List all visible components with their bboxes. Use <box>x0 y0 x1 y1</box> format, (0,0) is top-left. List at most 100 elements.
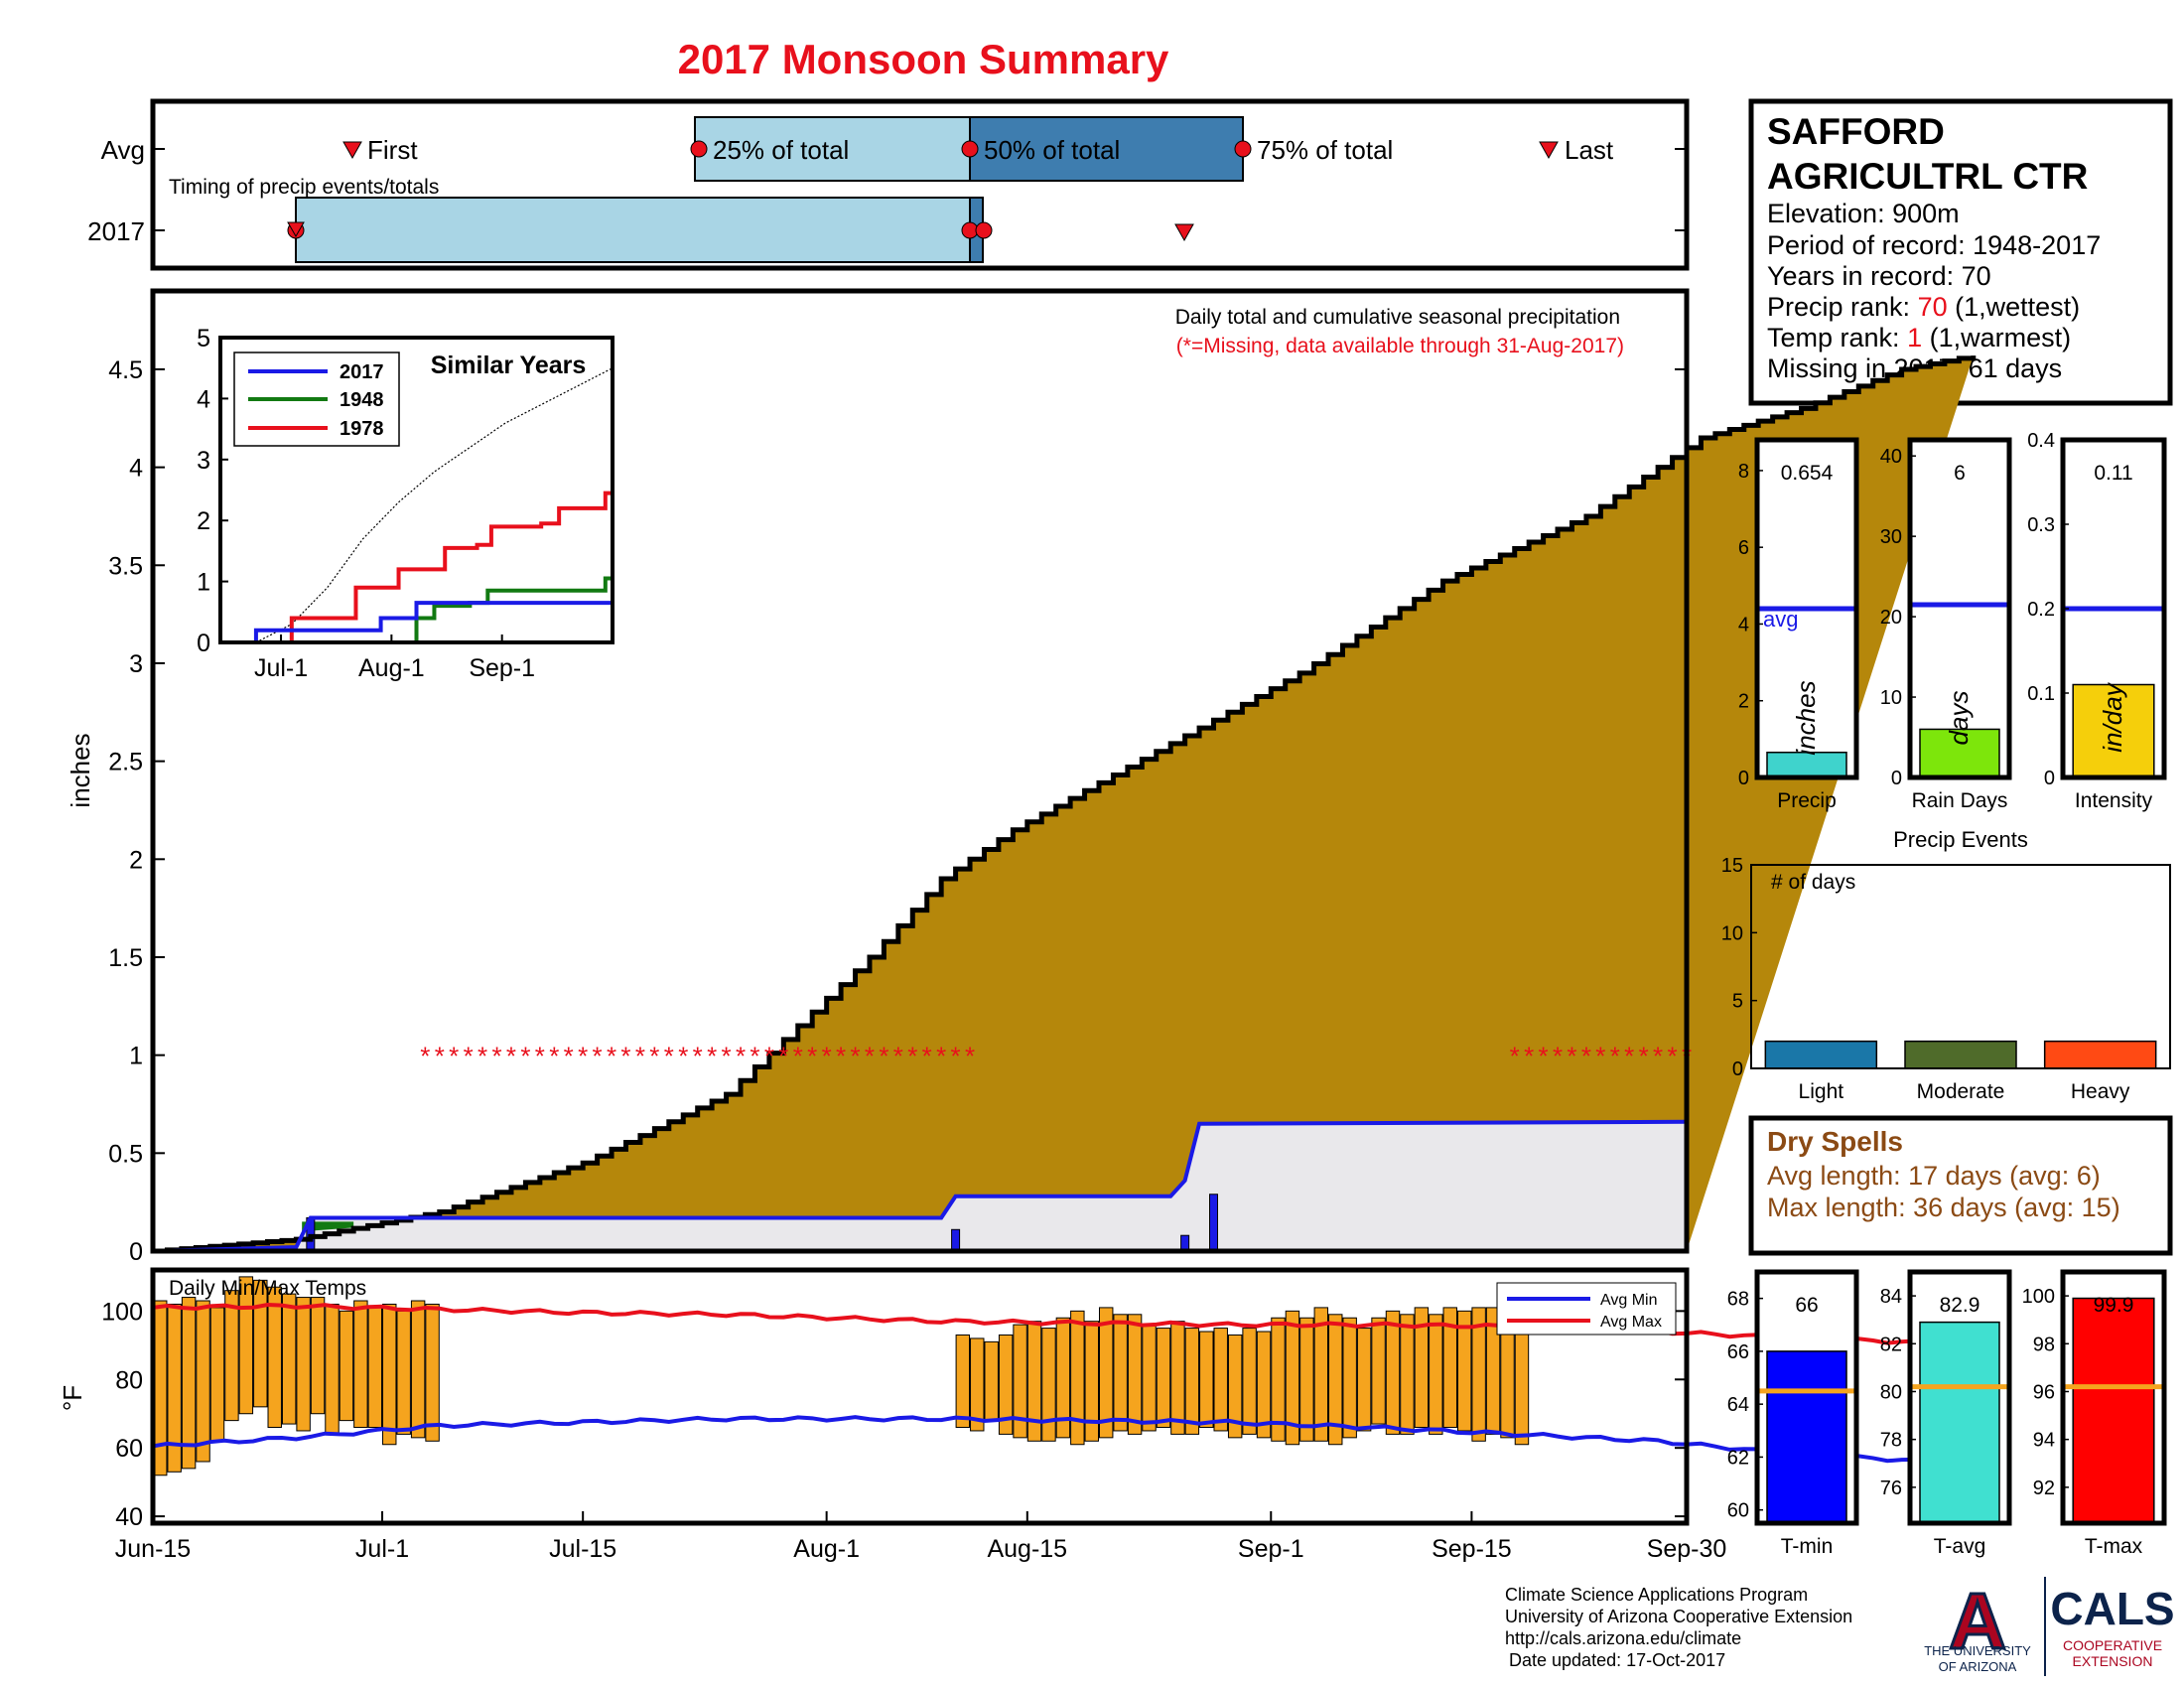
station-name-line2: AGRICULTRL CTR <box>1767 156 2088 197</box>
daily-temp-bar <box>153 1300 168 1477</box>
missing-day-marker: * <box>664 1042 674 1071</box>
daily-temp-bar <box>1500 1317 1515 1439</box>
tmin-panel-frame <box>1754 1269 1859 1526</box>
main-ytick-label: 0 <box>129 1238 143 1266</box>
rain-days-panel-value-text: 6 <box>1954 462 1966 485</box>
tavg-panel: 76 78 80 82 84 82.9 T-avg <box>1880 1269 2012 1558</box>
avg-25-label: 25% of total <box>713 135 849 165</box>
inset-ytick-label: 4 <box>197 385 210 413</box>
main-chart-frame <box>150 288 1690 1254</box>
xtick-label: Sep-1 <box>1238 1535 1304 1563</box>
missing-day-marker: * <box>965 1042 975 1071</box>
missing-day-marker: * <box>535 1042 545 1071</box>
tmax-panel-tick-label: 96 <box>2033 1381 2055 1403</box>
row-avg-label: Avg <box>101 135 145 165</box>
precip-panel-tick-label: 0 <box>1738 768 1749 789</box>
cals-logo-sub2: EXTENSION <box>2073 1653 2153 1669</box>
missing-day-marker: * <box>1510 1042 1520 1071</box>
missing-day-marker: * <box>1595 1042 1605 1071</box>
daily-temp-bar <box>1285 1310 1300 1446</box>
xtick-label: Sep-15 <box>1432 1535 1512 1563</box>
missing-day-marker: * <box>420 1042 430 1071</box>
intensity-panel-label: Intensity <box>2075 789 2153 812</box>
timing-frame <box>150 98 1690 271</box>
daily-temp-bar <box>955 1334 971 1429</box>
tmin-panel: 60 62 64 66 68 66 T-min <box>1727 1269 1859 1558</box>
tavg-panel-tick-label: 78 <box>1880 1430 1902 1452</box>
station-temp-rank: Temp rank: 1 (1,warmest) <box>1767 323 2071 352</box>
daily-temp-bar <box>1371 1317 1386 1425</box>
daily-temp-bar <box>984 1340 999 1422</box>
daily-temp-bar <box>1184 1328 1200 1435</box>
tmax-panel-frame <box>2060 1269 2167 1526</box>
legend-2017: 2017 <box>340 361 384 383</box>
missing-day-marker: * <box>564 1042 574 1071</box>
daily-temp-bar <box>1041 1328 1056 1442</box>
dry-spells-max: Max length: 36 days (avg: 15) <box>1767 1193 2120 1222</box>
intensity-panel: 0 0.1 0.2 0.3 0.4 0.11 Intensity in/day <box>2027 430 2167 812</box>
main-note-line1: Daily total and cumulative seasonal prec… <box>1175 306 1620 329</box>
avg-50-marker <box>961 140 979 158</box>
rain-days-panel-frame <box>1907 437 2012 780</box>
xtick-label: Aug-1 <box>793 1535 860 1563</box>
xtick-label: Jul-1 <box>355 1535 409 1563</box>
missing-day-marker: * <box>478 1042 487 1071</box>
daily-temp-bar <box>1170 1321 1185 1435</box>
missing-day-marker: * <box>678 1042 688 1071</box>
missing-day-marker: * <box>1524 1042 1534 1071</box>
missing-day-marker: * <box>578 1042 588 1071</box>
daily-temp-bar <box>1113 1314 1128 1432</box>
temps-ytick-label: 80 <box>115 1366 143 1394</box>
daily-precip-bar <box>1209 1194 1219 1252</box>
avg-75-label: 75% of total <box>1257 135 1393 165</box>
tmax-panel-tick-label: 94 <box>2033 1430 2055 1452</box>
missing-day-marker: * <box>879 1042 888 1071</box>
precip-panel-avg-text: avg <box>1763 607 1798 632</box>
daily-temp-bar <box>296 1297 311 1432</box>
missing-day-marker: * <box>1553 1042 1563 1071</box>
missing-day-marker: * <box>807 1042 817 1071</box>
missing-day-marker: * <box>936 1042 946 1071</box>
intensity-panel-tick-label: 0.3 <box>2027 514 2055 536</box>
daily-temp-bar <box>1213 1328 1228 1432</box>
daily-temp-bar <box>1356 1328 1372 1432</box>
missing-day-marker: * <box>836 1042 846 1071</box>
missing-day-marker: * <box>520 1042 530 1071</box>
missing-day-marker: * <box>764 1042 774 1071</box>
row-2017-label: 2017 <box>87 216 145 246</box>
daily-temp-bar <box>970 1337 985 1432</box>
tavg-panel-value-bar <box>1919 1321 2000 1524</box>
inset-ytick-label: 0 <box>197 630 210 657</box>
y2017-75-marker <box>975 221 993 239</box>
precip-panel: 0 2 4 6 8 0.654 Precip inches avg <box>1738 437 1859 812</box>
tmin-panel-value-bar <box>1766 1350 1847 1524</box>
tmax-panel: 92 94 96 98 100 99.9 T-max <box>2022 1269 2167 1558</box>
daily-temp-bar <box>281 1293 297 1425</box>
tmax-panel-tick-label: 100 <box>2022 1286 2055 1308</box>
missing-day-marker: * <box>593 1042 603 1071</box>
daily-temp-bar <box>1328 1314 1343 1446</box>
missing-day-marker: * <box>893 1042 903 1071</box>
xtick-label: Jul-15 <box>549 1535 616 1563</box>
xtick-label: Jun-15 <box>115 1535 191 1563</box>
daily-temp-bar <box>1385 1310 1401 1435</box>
rain-days-panel-tick-label: 10 <box>1880 687 1902 709</box>
missing-day-marker: * <box>907 1042 917 1071</box>
missing-day-marker: * <box>464 1042 474 1071</box>
inset-ytick-label: 3 <box>197 447 210 475</box>
ua-logo: A THE UNIVERSITY OF ARIZONA <box>1924 1576 2031 1675</box>
events-label: Heavy <box>2071 1080 2130 1103</box>
precip-panel-value-bar <box>1766 751 1847 778</box>
precip-panel-unit: inches <box>1791 680 1821 755</box>
inset-xtick-label: Jul-1 <box>254 654 308 682</box>
tmax-panel-tick-label: 98 <box>2033 1334 2055 1355</box>
tmin-panel-value-text: 66 <box>1795 1294 1818 1317</box>
tavg-panel-tick-label: 82 <box>1880 1334 1902 1355</box>
intensity-panel-value-text: 0.11 <box>2094 462 2132 485</box>
daily-temp-bar <box>1400 1314 1415 1435</box>
station-precip-rank: Precip rank: 70 (1,wettest) <box>1767 292 2080 322</box>
main-ytick-label: 4 <box>129 455 143 483</box>
tmin-panel-tick-label: 62 <box>1727 1447 1749 1469</box>
